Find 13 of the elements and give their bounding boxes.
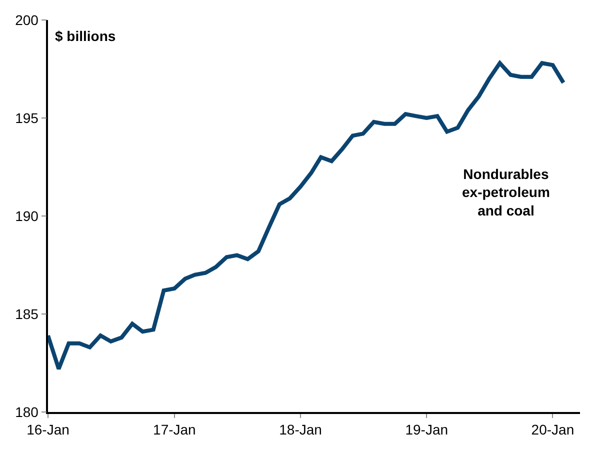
annotation: Nondurables ex-petroleum and coal <box>462 166 550 218</box>
y-tick-label: 200 <box>15 12 39 28</box>
x-tick-label: 20-Jan <box>531 422 574 438</box>
y-tick-label: 190 <box>15 208 39 224</box>
x-tick-label: 16-Jan <box>26 422 70 438</box>
y-tick-label: 185 <box>15 306 39 322</box>
x-tick-label: 19-Jan <box>405 422 448 438</box>
y-tick-label: 195 <box>15 110 39 126</box>
line-series <box>48 61 566 371</box>
annotation: $ billions <box>55 28 116 44</box>
x-tick-label: 17-Jan <box>153 422 196 438</box>
x-tick-label: 18-Jan <box>279 422 322 438</box>
y-tick-label: 180 <box>15 404 39 420</box>
